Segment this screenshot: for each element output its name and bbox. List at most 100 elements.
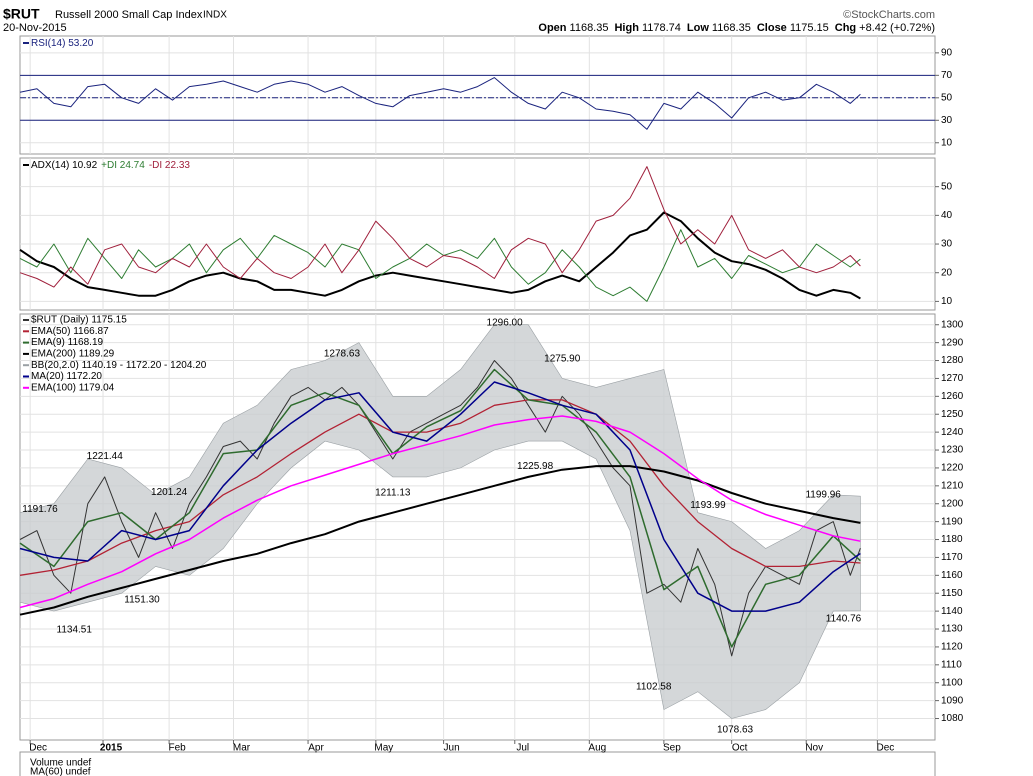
x-tick-label: Mar [233,743,251,754]
x-tick-label: May [374,743,393,754]
price-annotation: 1102.58 [636,682,672,693]
panel-frame [19,35,936,155]
y-tick-label: 1170 [941,552,963,563]
y-tick-label: 20 [941,267,953,278]
quote-value: 1168.35 [570,22,609,34]
y-tick-label: 1210 [941,480,964,491]
quote-value: +8.42 (+0.72%) [859,22,935,34]
series-line [19,465,861,616]
quote: Open 1168.35 High 1178.74 Low 1168.35 Close 117… [538,22,935,34]
price-annotation: 1278.63 [324,349,361,360]
y-tick-label: 1090 [941,695,964,706]
x-tick-label: Dec [29,743,47,754]
volume-legend: Volume undef [30,758,91,769]
y-tick-label: 40 [941,210,953,221]
price-annotation: 1151.30 [124,595,160,606]
bollinger-band [19,324,861,719]
legend: RSI(14) 53.20 [31,38,94,49]
quote-value: 1178.74 [642,22,681,34]
quote-label: Open [538,22,566,34]
legend-label: EMA(50) 1166.87 [31,326,109,337]
y-tick-label: 1120 [941,642,963,653]
y-tick-label: 50 [941,181,953,192]
y-tick-label: 70 [941,70,953,81]
y-tick-label: 1240 [941,427,964,438]
quote-label: High [614,22,639,34]
price-annotation: 1134.51 [57,625,93,636]
price-annotation: 1296.00 [487,318,524,329]
series-line [19,166,861,288]
y-tick-label: 1150 [941,588,963,599]
legend-label: MA(20) 1172.20 [31,371,102,382]
series-line [19,415,861,609]
volume-frame [19,751,936,776]
price-annotation: 1140.76 [826,613,862,624]
x-tick-label: Oct [732,743,748,754]
quote-label: Low [687,22,709,34]
y-tick-label: 1250 [941,409,964,420]
y-tick-label: 1300 [941,319,964,330]
x-tick-label: Sep [663,743,681,754]
exchange: INDX [203,10,227,21]
quote-label: Close [757,22,787,34]
x-tick-label: Aug [588,743,606,754]
price-annotation: 1221.44 [87,451,124,462]
legend-label: $RUT (Daily) 1175.15 [31,315,127,326]
date: 20-Nov-2015 [3,22,67,34]
x-tick-label: Dec [876,743,894,754]
y-tick-label: 1130 [941,624,963,635]
y-tick-label: 30 [941,115,953,126]
price-annotation: 1225.98 [517,461,554,472]
series-line [19,368,861,648]
legend-label: BB(20,2.0) 1140.19 - 1172.20 - 1204.20 [31,360,207,371]
series-line [19,211,861,300]
price-annotation: 1199.96 [805,489,841,500]
legend-label: ADX(14) 10.92 [31,160,98,171]
y-tick-label: 1280 [941,355,964,366]
legend-label: -DI 22.33 [149,160,191,171]
series-line [19,381,861,612]
y-tick-label: 1140 [941,606,963,617]
copyright: ©StockCharts.com [843,9,935,21]
y-tick-label: 1110 [941,659,962,670]
price-annotation: 1078.63 [717,725,754,736]
x-tick-label: Jul [516,743,529,754]
x-tick-label: Feb [168,743,186,754]
y-tick-label: 1100 [941,677,963,688]
quote-value: 1175.15 [790,22,829,34]
index-name: Russell 2000 Small Cap Index [55,9,203,21]
y-tick-label: 1190 [941,516,963,527]
y-tick-label: 1200 [941,498,964,509]
legend-label: EMA(200) 1189.29 [31,349,115,360]
y-tick-label: 1080 [941,713,964,724]
y-tick-label: 30 [941,239,953,250]
y-tick-label: 50 [941,92,953,103]
symbol: $RUT [3,6,40,22]
y-tick-label: 10 [941,137,953,148]
price-annotation: 1201.24 [151,487,188,498]
y-tick-label: 10 [941,296,953,307]
price-annotation: 1191.76 [22,504,58,515]
y-tick-label: 1270 [941,373,964,384]
legend-label: +DI 24.74 [101,160,145,171]
price-annotation: 1275.90 [544,354,581,365]
y-tick-label: 1180 [941,534,963,545]
y-tick-label: 1230 [941,445,964,456]
price-annotation: 1193.99 [690,500,726,511]
price-annotation: 1211.13 [375,487,411,498]
x-tick-label: Apr [308,743,324,754]
quote-label: Chg [835,22,856,34]
series-line [19,77,861,130]
y-tick-label: 1220 [941,463,964,474]
legend-label: RSI(14) 53.20 [31,38,94,49]
legend-label: EMA(9) 1168.19 [31,337,104,348]
y-tick-label: 1160 [941,570,963,581]
legend: ADX(14) 10.92 +DI 24.74 -DI 22.33 [31,160,190,171]
volume-ma-legend: MA(60) undef [30,767,91,776]
y-tick-label: 1290 [941,337,964,348]
y-tick-label: 1260 [941,391,964,402]
x-tick-label: Jun [444,743,460,754]
quote-value: 1168.35 [712,22,751,34]
